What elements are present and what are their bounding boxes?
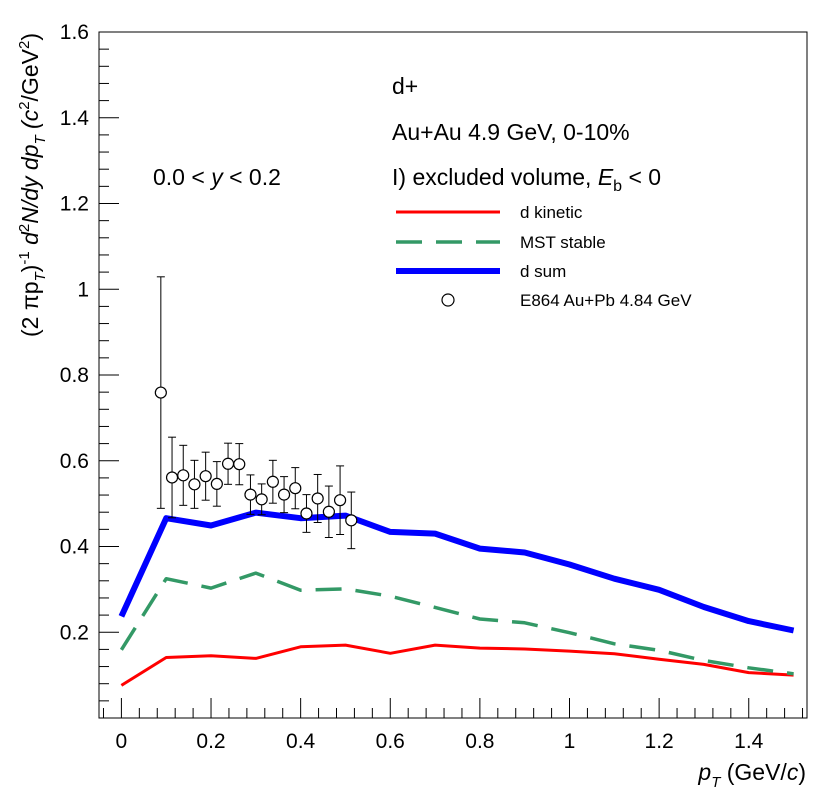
series-lines [118, 509, 795, 687]
system-label: Au+Au 4.9 GeV, 0-10% [392, 119, 630, 145]
x-tick-label: 0.6 [376, 730, 405, 753]
legend-marker [441, 293, 455, 307]
x-tick-label: 1.4 [734, 730, 764, 753]
data-point [233, 443, 246, 486]
rapidity-annotation: 0.0 < y < 0.2 [153, 164, 281, 190]
series-line-mst-stable [119, 571, 794, 676]
data-marker [188, 478, 201, 491]
y-tick-label: 0.4 [60, 536, 90, 559]
x-axis: 0 0.2 0.4 0.6 0.8 1 1.2 1.4 [102, 698, 804, 753]
legend-label: d kinetic [520, 203, 583, 222]
data-marker [345, 514, 358, 527]
y-axis-title: (2 πpT)-1 d2N/dy dpT (c2/GeV2) [16, 33, 49, 337]
x-tick-label: 1.2 [645, 730, 674, 753]
y-tick-label: 0.2 [60, 621, 89, 644]
y-tick-label: 1 [77, 278, 89, 301]
data-marker [154, 386, 167, 399]
x-tick-label: 0.4 [286, 730, 316, 753]
data-marker [255, 493, 268, 506]
data-marker [277, 488, 291, 501]
data-marker [311, 492, 324, 505]
data-point [165, 436, 179, 519]
x-tick-label: 0 [116, 730, 128, 753]
data-marker [233, 458, 246, 471]
series-line-d-sum [118, 509, 795, 634]
data-point [221, 442, 235, 485]
legend-item: E864 Au+Pb 4.84 GeV [441, 291, 692, 310]
species-label: d+ [392, 73, 418, 99]
data-marker [221, 457, 235, 470]
data-marker [333, 494, 347, 507]
data-marker [165, 471, 179, 484]
legend-label: MST stable [520, 233, 606, 252]
x-tick-label: 0.8 [465, 730, 494, 753]
data-marker [289, 482, 302, 495]
data-marker [210, 477, 223, 491]
data-point [300, 494, 313, 533]
legend-item: d kinetic [396, 203, 583, 222]
legend-item: MST stable [396, 233, 606, 252]
series-line-d-kinetic [120, 643, 794, 687]
x-axis-title: pT (GeV/c) [697, 759, 806, 791]
legend-label: d sum [520, 262, 566, 281]
data-marker [177, 469, 190, 482]
data-point [277, 476, 291, 514]
data-point [266, 459, 279, 504]
x-tick-label: 1 [564, 730, 576, 753]
legend-label: E864 Au+Pb 4.84 GeV [520, 291, 692, 310]
data-marker [300, 507, 313, 520]
data-point [210, 461, 223, 507]
data-point [322, 485, 335, 538]
data-marker [244, 488, 257, 501]
data-point [345, 491, 358, 550]
data-point [311, 473, 324, 523]
data-point [188, 459, 201, 509]
x-tick-label: 0.2 [196, 730, 225, 753]
data-marker [266, 475, 279, 488]
data-point [255, 483, 268, 516]
legend: d kinetic MST stable d sum E864 Au+Pb 4.84 … [396, 203, 692, 310]
data-point [154, 276, 167, 509]
y-axis: 0.2 0.4 0.6 0.8 1 1.2 1.4 1.6 [60, 21, 119, 719]
y-tick-label: 1.6 [60, 21, 89, 44]
data-points [154, 276, 358, 550]
y-tick-label: 0.6 [60, 450, 89, 473]
data-point [333, 465, 347, 535]
data-marker [322, 505, 335, 518]
data-point [244, 474, 257, 515]
data-point [177, 444, 190, 506]
data-point [289, 467, 302, 510]
y-tick-label: 1.2 [60, 193, 89, 216]
data-point [199, 451, 212, 501]
data-marker [199, 470, 212, 483]
y-tick-label: 1.4 [60, 107, 90, 130]
model-label: I) excluded volume, Eb < 0 [392, 164, 661, 195]
y-tick-label: 0.8 [60, 364, 89, 387]
legend-item: d sum [396, 262, 566, 281]
